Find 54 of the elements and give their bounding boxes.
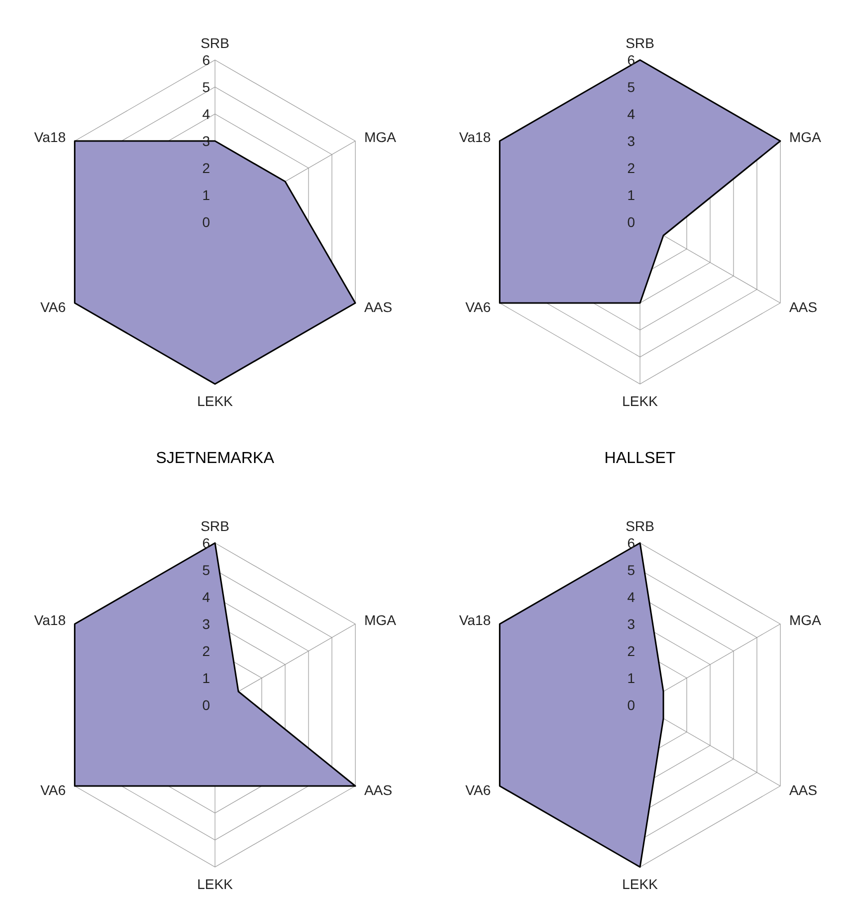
y-tick-label: 1 [202,670,210,686]
y-tick-label: 0 [202,697,210,713]
y-tick-label: 0 [627,214,636,230]
y-tick-label: 3 [627,616,636,632]
y-tick-label: 5 [202,562,210,578]
chart-title: HALLSET [603,450,677,468]
spoke-label: AAS [789,782,818,798]
y-tick-label: 2 [627,160,636,176]
spoke-label: AAS [789,299,818,315]
y-tick-label: 1 [202,187,210,203]
spoke-label: SRB [200,35,230,51]
y-tick-label: 4 [202,106,210,122]
y-tick-label: 4 [202,589,210,605]
y-tick-label: 1 [627,670,636,686]
spoke-label: SRB [626,35,654,51]
spoke-label: LEKK [622,876,659,892]
spoke-label: AAS [364,782,392,798]
y-tick-label: 3 [627,133,636,149]
spoke-label: MGA [789,129,822,145]
spoke-label: AAS [364,299,392,315]
y-tick-label: 1 [627,187,636,203]
spoke-label: LEKK [197,393,234,409]
y-tick-label: 0 [202,214,210,230]
spoke-label: SRB [626,518,654,534]
y-tick-label: 2 [202,643,210,659]
spoke-label: MGA [364,129,397,145]
y-tick-label: 6 [627,535,636,551]
spoke-label: VA6 [465,299,491,315]
spoke-label: Va18 [459,129,491,145]
y-tick-label: 4 [627,589,636,605]
spoke-label: MGA [789,612,822,628]
spoke-label: SRB [200,518,230,534]
y-tick-label: 6 [202,52,210,68]
y-tick-label: 0 [627,697,636,713]
y-tick-label: 4 [627,106,636,122]
y-tick-label: 5 [627,562,636,578]
spoke-label: LEKK [622,393,659,409]
y-tick-label: 5 [627,79,636,95]
y-tick-label: 3 [202,616,210,632]
y-tick-label: 6 [202,535,210,551]
chart-title: SJETNEMARKA [154,450,276,468]
y-tick-label: 2 [627,643,636,659]
y-tick-label: 3 [202,133,210,149]
spoke-label: Va18 [34,612,66,628]
spoke-label: LEKK [197,876,234,892]
y-tick-label: 6 [627,52,636,68]
spoke-label: VA6 [40,299,66,315]
spoke-label: Va18 [459,612,491,628]
spoke-label: VA6 [465,782,491,798]
y-tick-label: 5 [202,79,210,95]
y-tick-label: 2 [202,160,210,176]
spoke-label: MGA [364,612,397,628]
spoke-label: VA6 [40,782,66,798]
spoke-label: Va18 [34,129,66,145]
